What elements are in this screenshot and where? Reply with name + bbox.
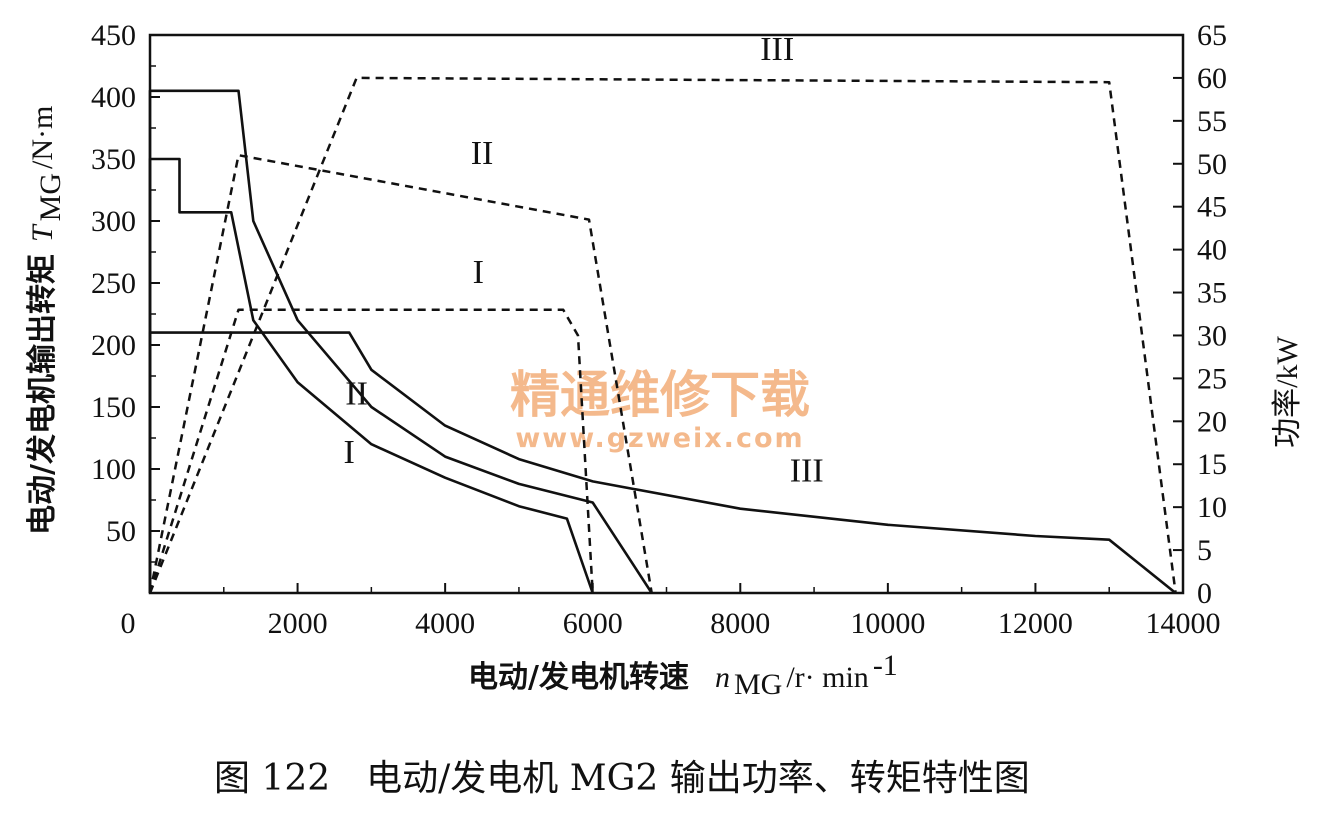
y-axis-left-label: 电动/发电机输出转矩 T MG /N·m (25, 106, 67, 535)
right-tick-label: 0 (1197, 577, 1212, 610)
y-right-label-text: 功率/kW (1271, 335, 1304, 447)
right-tick-label: 30 (1197, 319, 1227, 352)
y-left-label-text: 电动/发电机输出转矩 (25, 254, 60, 535)
svg-text:电动/发电机输出转矩 T MG: 电动/发电机输出转矩 T MG /N·m (25, 106, 67, 535)
series-annotation: III (760, 31, 794, 68)
x-axis-ticks: 0 2000 4000 6000 8000 10000 12000 14000 (121, 583, 1221, 640)
right-tick-label: 35 (1197, 277, 1227, 310)
y-left-label-unit: /N·m (26, 106, 59, 169)
power-curve-iii (148, 76, 1177, 594)
x-tick-label: 6000 (563, 607, 623, 640)
left-tick-label: 200 (91, 329, 136, 362)
x-tick-label: 2000 (268, 607, 328, 640)
right-tick-label: 40 (1197, 234, 1227, 267)
series-annotation: I (344, 434, 355, 471)
plot-frame (148, 33, 1185, 595)
y-left-label-symbol: T (26, 223, 59, 242)
series-annotation: II (345, 376, 368, 413)
figure-caption: 图 122 电动/发电机 MG2 输出功率、转矩特性图 (214, 758, 1030, 799)
watermark-title: 精通维修下载 (510, 366, 810, 424)
left-axis-ticks: 50 100 150 200 250 300 350 400 450 (91, 19, 160, 563)
right-axis-ticks: 0 5 10 15 20 25 30 35 40 45 50 55 60 65 (1173, 19, 1227, 610)
left-tick-label: 50 (106, 515, 136, 548)
x-tick-label: 8000 (710, 607, 770, 640)
series-annotation: III (790, 452, 824, 489)
x-label-unit: /r· min (786, 661, 869, 694)
left-tick-label: 400 (91, 81, 136, 114)
right-tick-label: 45 (1197, 191, 1227, 224)
left-tick-label: 450 (91, 19, 136, 52)
right-tick-label: 65 (1197, 19, 1227, 52)
x-label-sub: MG (734, 668, 782, 701)
torque-curve-i (148, 157, 594, 594)
left-tick-label: 350 (91, 143, 136, 176)
right-tick-label: 20 (1197, 405, 1227, 438)
y-axis-right-label: 功率/kW (1271, 335, 1304, 447)
x-label-sup: -1 (873, 649, 898, 682)
torque-curve-iii (148, 331, 1177, 595)
x-label-text: 电动/发电机转速 (468, 660, 689, 695)
x-tick-label: 0 (121, 607, 136, 640)
torque-curve-ii (148, 89, 653, 594)
series-annotation: I (473, 254, 484, 291)
x-tick-label: 14000 (1146, 607, 1221, 640)
x-tick-label: 10000 (850, 607, 925, 640)
right-tick-label: 15 (1197, 448, 1227, 481)
x-tick-label: 4000 (415, 607, 475, 640)
right-tick-label: 25 (1197, 362, 1227, 395)
x-label-symbol: n (715, 661, 730, 694)
series-layer (148, 76, 1177, 595)
left-tick-label: 150 (91, 391, 136, 424)
right-tick-label: 50 (1197, 148, 1227, 181)
x-tick-label: 12000 (998, 607, 1073, 640)
series-annotation: II (471, 135, 494, 172)
right-tick-label: 60 (1197, 62, 1227, 95)
y-left-label-sub: MG (34, 173, 67, 221)
power-curve-i (148, 308, 594, 594)
right-tick-label: 5 (1197, 534, 1212, 567)
left-tick-label: 300 (91, 205, 136, 238)
right-tick-label: 10 (1197, 491, 1227, 524)
left-tick-label: 250 (91, 267, 136, 300)
x-axis-label: 电动/发电机转速 n MG /r· min -1 (468, 649, 898, 701)
right-tick-label: 55 (1197, 105, 1227, 138)
watermark-url: www.gzweix.com (515, 423, 804, 454)
left-tick-label: 100 (91, 453, 136, 486)
